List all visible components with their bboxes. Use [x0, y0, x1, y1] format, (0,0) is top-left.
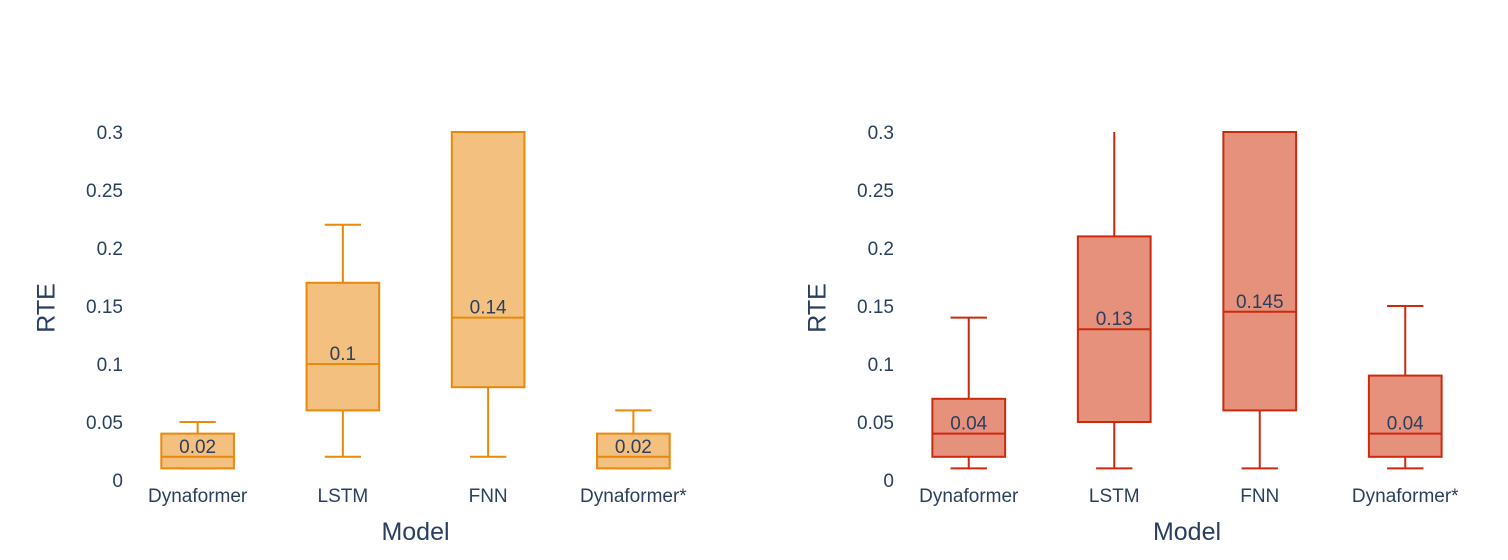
x-tick-label: FNN	[469, 486, 508, 507]
box-dynaformer: 0.04	[931, 316, 1007, 470]
y-tick-label: 0.3	[868, 123, 894, 144]
y-tick-label: 0.1	[97, 355, 123, 376]
y-tick-label: 0.25	[86, 181, 123, 202]
box-dynaformer: 0.04	[1367, 305, 1443, 470]
right-box-plot-panel: 0 0.05 0.1 0.15 0.2 0.25 0.3 RTE Model 0.04 Dynafo…	[804, 123, 1460, 546]
y-axis-title: RTE	[804, 283, 832, 333]
x-tick-label: LSTM	[1089, 486, 1140, 507]
y-axis-title: RTE	[33, 283, 61, 333]
x-tick-label: Dynaformer	[148, 486, 248, 507]
y-tick-label: 0.3	[97, 123, 123, 144]
median-label: 0.14	[470, 298, 507, 319]
box-lstm: 0.13	[1076, 132, 1152, 470]
x-tick-label: LSTM	[318, 486, 369, 507]
median-label: 0.1	[330, 344, 356, 365]
box-body	[931, 397, 1007, 458]
x-axis-title: Model	[1153, 518, 1221, 546]
box-body	[450, 131, 526, 389]
y-tick-label: 0.05	[86, 413, 123, 434]
y-tick-label: 0.05	[857, 413, 894, 434]
median-label: 0.02	[615, 437, 652, 458]
box-body	[596, 432, 671, 470]
median-label: 0.13	[1096, 309, 1133, 330]
x-tick-label: Dynaformer*	[1352, 486, 1459, 507]
median-label: 0.04	[950, 414, 987, 435]
median-label: 0.02	[179, 437, 216, 458]
box-body	[1222, 131, 1298, 412]
box-fnn: 0.14	[450, 131, 526, 458]
median-label: 0.04	[1387, 414, 1424, 435]
box-body	[1367, 374, 1443, 458]
y-tick-label: 0.2	[868, 239, 894, 260]
y-tick-label: 0	[112, 471, 123, 492]
box-dynaformer: 0.02	[160, 421, 235, 470]
x-tick-label: Dynaformer*	[580, 486, 687, 507]
y-tick-label: 0.1	[868, 355, 894, 376]
left-box-plot-panel: 0 0.05 0.1 0.15 0.2 0.25 0.3 RTE Model 0.02 Dynafo…	[33, 123, 688, 546]
y-tick-label: 0.25	[857, 181, 894, 202]
box-dynaformer: 0.02	[596, 409, 671, 470]
box-body	[305, 281, 381, 412]
y-tick-label: 0.15	[857, 297, 894, 318]
box-fnn: 0.145	[1222, 131, 1298, 470]
y-tick-label: 0.15	[86, 297, 123, 318]
x-tick-label: Dynaformer	[919, 486, 1019, 507]
box-body	[160, 432, 235, 470]
x-tick-label: FNN	[1240, 486, 1279, 507]
y-tick-label: 0	[883, 471, 894, 492]
median-label: 0.145	[1236, 292, 1284, 313]
box-lstm: 0.1	[305, 223, 381, 458]
y-tick-label: 0.2	[97, 239, 123, 260]
x-axis-title: Model	[381, 518, 449, 546]
